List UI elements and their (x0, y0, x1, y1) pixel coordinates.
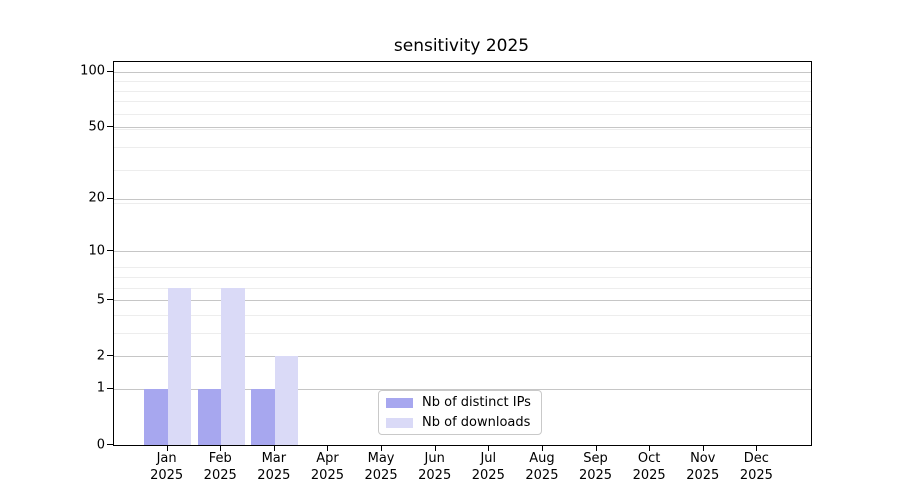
x-tick-month: Sep (583, 451, 608, 466)
plot-area (113, 61, 812, 446)
x-tick-mark (488, 445, 490, 451)
x-tick-year: 2025 (418, 468, 452, 483)
x-tick-mark (327, 445, 329, 451)
gridline-minor (114, 113, 811, 115)
x-tick-month: Apr (316, 451, 339, 466)
y-tick-label: 0 (96, 437, 105, 452)
bar-downloads (167, 287, 192, 445)
y-tick-label: 20 (88, 190, 105, 206)
x-tick-month: Aug (529, 451, 555, 466)
y-tick-mark (107, 299, 113, 301)
gridline-minor (114, 128, 811, 130)
y-tick-mark (107, 355, 113, 357)
legend-entry-downloads: Nb of downloads (379, 414, 541, 431)
gridline-minor (114, 332, 811, 334)
bar-downloads (221, 287, 245, 445)
gridline-minor (114, 202, 811, 204)
gridline-minor (114, 287, 811, 289)
x-tick-year: 2025 (686, 468, 720, 483)
y-tick-label: 100 (80, 63, 105, 79)
gridline-major (114, 198, 811, 200)
x-tick-month: Mar (261, 451, 287, 466)
gridline-minor (114, 169, 811, 171)
bar-distinct-ips (251, 388, 275, 445)
y-tick-mark (107, 70, 113, 72)
bar-distinct-ips (197, 388, 222, 445)
y-tick-mark (107, 250, 113, 252)
x-tick-year: 2025 (471, 468, 505, 483)
y-tick-label: 1 (96, 380, 105, 396)
x-tick-mark (541, 445, 543, 451)
legend-swatch-downloads (386, 417, 413, 428)
x-tick-label: Mar 2025 (239, 450, 309, 484)
x-tick-label: Jun 2025 (400, 450, 470, 484)
gridline-major (114, 127, 811, 129)
x-tick-label: Jan 2025 (132, 450, 202, 484)
gridline-minor (114, 267, 811, 269)
gridline-minor (114, 81, 811, 83)
x-tick-label: Sep 2025 (561, 450, 631, 484)
x-tick-month: Nov (690, 451, 716, 466)
gridline-minor (114, 314, 811, 316)
x-tick-mark (273, 445, 275, 451)
x-tick-month: Feb (208, 451, 232, 466)
x-tick-month: Jul (480, 451, 497, 466)
x-tick-label: Feb 2025 (185, 450, 255, 484)
x-tick-year: 2025 (310, 468, 344, 483)
gridline-minor (114, 146, 811, 148)
x-tick-mark (702, 445, 704, 451)
y-tick-mark (107, 444, 113, 445)
x-tick-year: 2025 (739, 468, 773, 483)
x-tick-mark (381, 445, 383, 451)
chart-title: sensitivity 2025 (393, 36, 530, 56)
x-tick-month: Jan (156, 451, 177, 466)
x-tick-year: 2025 (257, 468, 291, 483)
y-tick-mark (107, 387, 113, 389)
x-tick-year: 2025 (364, 468, 398, 483)
legend-label-downloads: Nb of downloads (422, 415, 531, 430)
x-tick-year: 2025 (203, 468, 237, 483)
bar-downloads (274, 356, 299, 445)
x-tick-year: 2025 (578, 468, 613, 483)
x-tick-label: Jul 2025 (453, 450, 523, 484)
x-tick-month: Jun (424, 451, 445, 466)
gridline-minor (114, 276, 811, 278)
x-tick-mark (166, 445, 168, 451)
x-tick-label: May 2025 (346, 450, 416, 484)
legend: Nb of distinct IPs Nb of downloads (378, 390, 542, 435)
y-tick-label: 50 (88, 119, 105, 135)
gridline-major (114, 251, 811, 253)
x-tick-month: Oct (637, 451, 661, 466)
x-tick-mark (220, 445, 222, 451)
x-tick-year: 2025 (150, 468, 184, 483)
gridline-minor (114, 101, 811, 103)
bar-distinct-ips (144, 388, 168, 445)
gridline-major (114, 71, 811, 73)
legend-label-distinct-ips: Nb of distinct IPs (422, 395, 531, 410)
x-tick-label: Nov 2025 (668, 450, 738, 484)
legend-swatch-distinct-ips (386, 397, 413, 408)
legend-entry-distinct-ips: Nb of distinct IPs (379, 394, 541, 411)
x-tick-year: 2025 (525, 468, 559, 483)
y-tick-mark (107, 126, 113, 128)
x-tick-mark (595, 445, 597, 451)
y-tick-label: 5 (96, 292, 105, 308)
x-tick-label: Oct 2025 (614, 450, 684, 484)
x-tick-mark (756, 445, 758, 451)
x-tick-mark (434, 445, 436, 451)
x-tick-month: May (367, 451, 395, 466)
gridline-major (114, 356, 811, 358)
x-tick-mark (649, 445, 651, 451)
y-tick-label: 2 (96, 348, 105, 364)
y-tick-mark (107, 197, 113, 199)
x-tick-label: Aug 2025 (507, 450, 577, 484)
x-tick-year: 2025 (632, 468, 666, 483)
x-tick-label: Dec 2025 (721, 450, 791, 484)
y-tick-label: 10 (88, 243, 105, 259)
x-tick-month: Dec (743, 451, 769, 466)
gridline-minor (114, 90, 811, 92)
x-tick-label: Apr 2025 (292, 450, 362, 484)
gridline-major (114, 300, 811, 302)
